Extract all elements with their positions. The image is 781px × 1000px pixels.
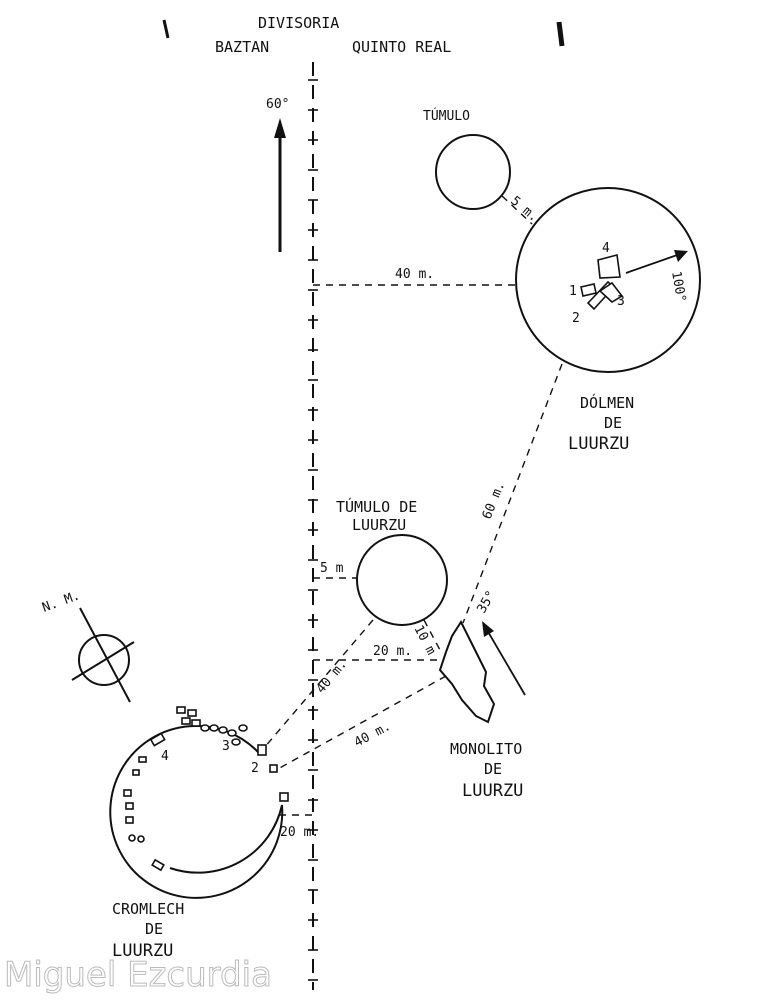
cromlech-stone	[191, 719, 201, 727]
scan-mark-left	[162, 19, 170, 39]
dolmen-stone-3	[598, 281, 624, 303]
cromlech-stone	[209, 724, 219, 732]
cromlech-stone	[231, 738, 241, 746]
dolmen-stone-1	[580, 283, 597, 297]
dolmen-label-2: DE	[604, 414, 622, 432]
direction-arrow-60: 60°	[266, 97, 289, 252]
dolmen-stone-4-label: 4	[602, 241, 610, 256]
tumulo-luurzu-label-1: TÚMULO DE	[336, 497, 417, 516]
cromlech-stone	[151, 858, 165, 872]
dolmen-stone-2-label: 2	[572, 311, 580, 326]
monolito-orientation-arrowhead	[482, 621, 494, 637]
cromlech-stone-2b	[269, 764, 278, 773]
cromlech-arc-lower	[169, 804, 283, 874]
cromlech-stone	[238, 724, 248, 732]
boundary-line	[308, 62, 318, 990]
baztan-label: BAZTAN	[215, 38, 269, 56]
divisoria-label: DIVISORIA	[258, 14, 339, 32]
cromlech-stone-4-label: 4	[161, 749, 169, 764]
compass-label: N. M.	[40, 588, 82, 615]
cromlech-stone	[149, 732, 166, 747]
cromlech-monolito-distance-label: 40 m.	[352, 719, 394, 751]
cromlech-stone	[137, 835, 145, 843]
cromlech-stone	[176, 706, 186, 714]
tumulo-luurzu-monolito-gap-line	[423, 619, 441, 651]
cromlech-tumulo-line	[263, 619, 374, 749]
tumulo-luurzu-border-label: 5 m	[320, 561, 344, 576]
tumulo-luurzu-circle	[356, 534, 448, 626]
cromlech-stone	[218, 726, 228, 734]
cromlech-stone	[138, 756, 147, 763]
cromlech-stone	[200, 724, 210, 732]
boundary-ticks	[308, 79, 318, 981]
dolmen-orientation-arrowhead	[674, 250, 688, 262]
compass-circle	[78, 634, 130, 686]
cromlech-stone-d	[279, 792, 289, 802]
cromlech-label-3: LUURZU	[112, 941, 173, 961]
cromlech-stone-2a	[257, 744, 267, 756]
cromlech: 4 3 2 20 m. CROMLECH DE LUURZU	[109, 706, 319, 961]
tumulo-top: TÚMULO 5 m.	[423, 108, 541, 225]
monolito-label-2: DE	[484, 760, 502, 778]
monolito-orientation-arrow	[486, 629, 526, 696]
monolito-angle-label: 35°	[474, 588, 499, 616]
monolito-label-3: LUURZU	[462, 781, 523, 801]
dolmen-label-3: LUURZU	[568, 434, 629, 454]
cromlech-stone	[227, 729, 237, 737]
tumulo-luurzu-label-2: LUURZU	[352, 516, 406, 534]
cromlech-monolito-line	[275, 675, 447, 771]
tumulo-top-circle	[435, 134, 511, 210]
cromlech-stone-3-label: 3	[222, 739, 230, 754]
scan-mark-right	[556, 21, 565, 47]
dolmen-stone-1-label: 1	[569, 284, 577, 299]
monolito: 20 m. 35° MONOLITO DE LUURZU	[313, 588, 526, 801]
dolmen-angle-label: 100°	[668, 270, 688, 303]
cromlech-tumulo-distance-label: 40 m.	[314, 657, 351, 697]
cromlech-stone	[128, 834, 136, 842]
compass: N. M.	[40, 588, 135, 703]
tumulo-luurzu: TÚMULO DE LUURZU 5 m 10 m	[313, 497, 448, 658]
cromlech-label-2: DE	[145, 920, 163, 938]
cromlech-stone	[181, 717, 191, 725]
dolmen-orientation-arrow	[625, 253, 681, 274]
cromlech-stone-2-label: 2	[251, 761, 259, 776]
dolmen-monolito-line	[462, 363, 563, 624]
dolmen-stone-4	[597, 253, 621, 279]
watermark-text: Miguel Ezcurdia	[4, 955, 272, 995]
monolito-label-1: MONOLITO	[450, 740, 522, 758]
cromlech-stone	[125, 816, 134, 824]
cromlech-stone	[123, 789, 132, 797]
dolmen-stone-3-label: 3	[617, 294, 625, 309]
monolito-border-label: 20 m.	[373, 644, 412, 659]
cromlech-label-1: CROMLECH	[112, 900, 184, 918]
tumulo-top-gap-line	[501, 195, 533, 225]
cromlech-stone	[125, 802, 134, 810]
tumulo-top-gap-label: 5 m.	[507, 194, 541, 226]
tumulo-luurzu-monolito-gap-label: 10 m	[410, 623, 438, 658]
cromlech-border-label: 20 m.	[280, 825, 319, 840]
tumulo-top-label: TÚMULO	[423, 108, 470, 124]
dolmen-label-1: DÓLMEN	[580, 393, 634, 412]
dolmen: 40 m. 4 1 2 3 100° DÓLMEN DE LUURZU	[313, 187, 701, 454]
quinto-real-label: QUINTO REAL	[352, 38, 451, 56]
cromlech-stones	[123, 706, 289, 872]
cromlech-arc	[109, 724, 284, 899]
cromlech-stone	[132, 769, 140, 776]
dolmen-distance-label: 40 m.	[395, 267, 434, 282]
monolito-stone	[438, 619, 496, 724]
direction-arrow-label: 60°	[266, 97, 289, 112]
cromlech-stone	[187, 709, 197, 717]
dolmen-circle	[515, 187, 701, 373]
